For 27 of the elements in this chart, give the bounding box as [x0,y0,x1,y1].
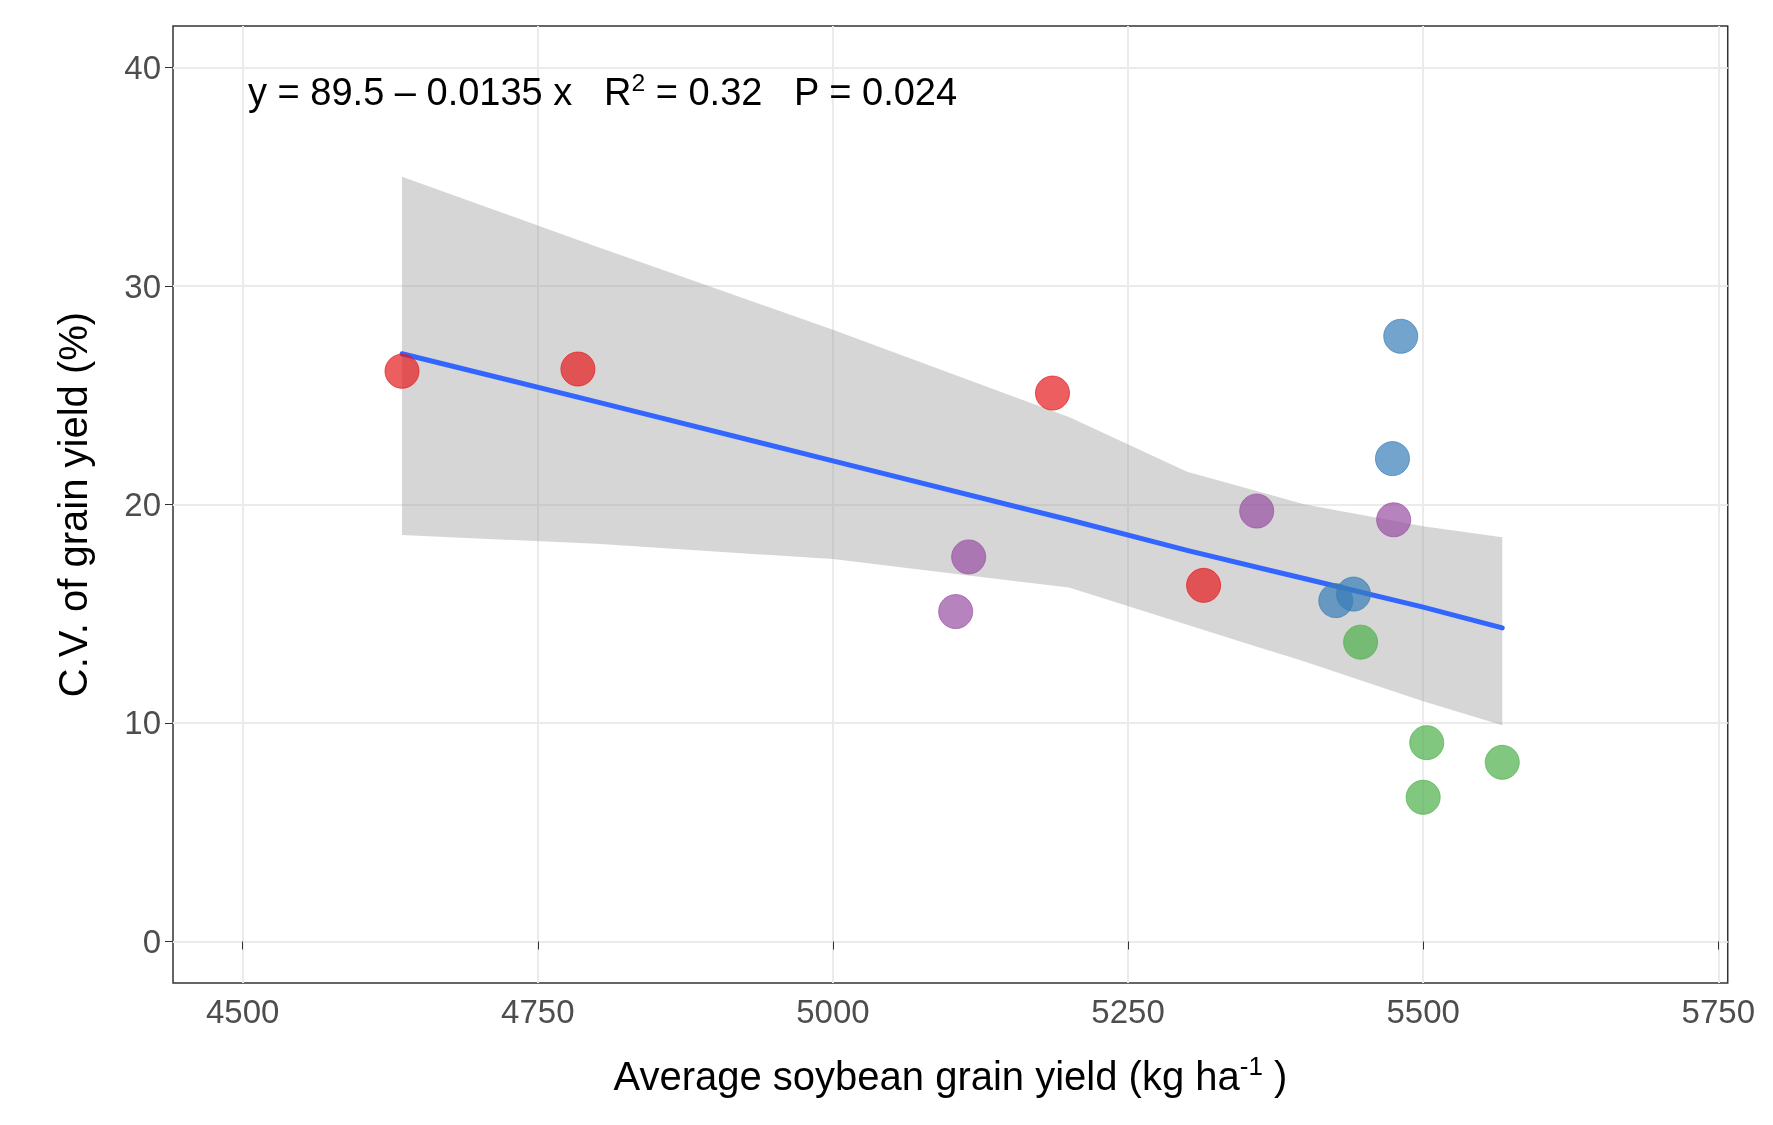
point [1376,502,1412,538]
point [1343,624,1379,660]
point [1383,318,1419,354]
x-tick-label: 4750 [501,993,575,1030]
x-tick-label: 5750 [1681,993,1755,1030]
y-tick-label: 0 [142,922,161,960]
y-tick-label: 10 [124,704,161,742]
x-tick-label: 5000 [796,993,870,1030]
x-tick-label: 5500 [1386,993,1460,1030]
y-tick-label: 40 [124,49,161,87]
point [1336,576,1372,612]
point [951,539,987,575]
point [1239,493,1275,529]
point [560,351,596,387]
x-tick-label: 5250 [1091,993,1165,1030]
point [384,353,420,389]
x-tick-label: 4500 [205,993,280,1030]
point [1375,441,1410,477]
point [1405,779,1441,815]
point [938,594,974,630]
y-axis-title: C.V. of grain yield (%) [51,311,95,698]
point [1484,744,1520,780]
point [1186,567,1222,603]
y-tick-label: 30 [124,267,161,305]
point [1409,725,1445,761]
y-tick-label: 20 [124,486,161,523]
point [1035,375,1070,411]
